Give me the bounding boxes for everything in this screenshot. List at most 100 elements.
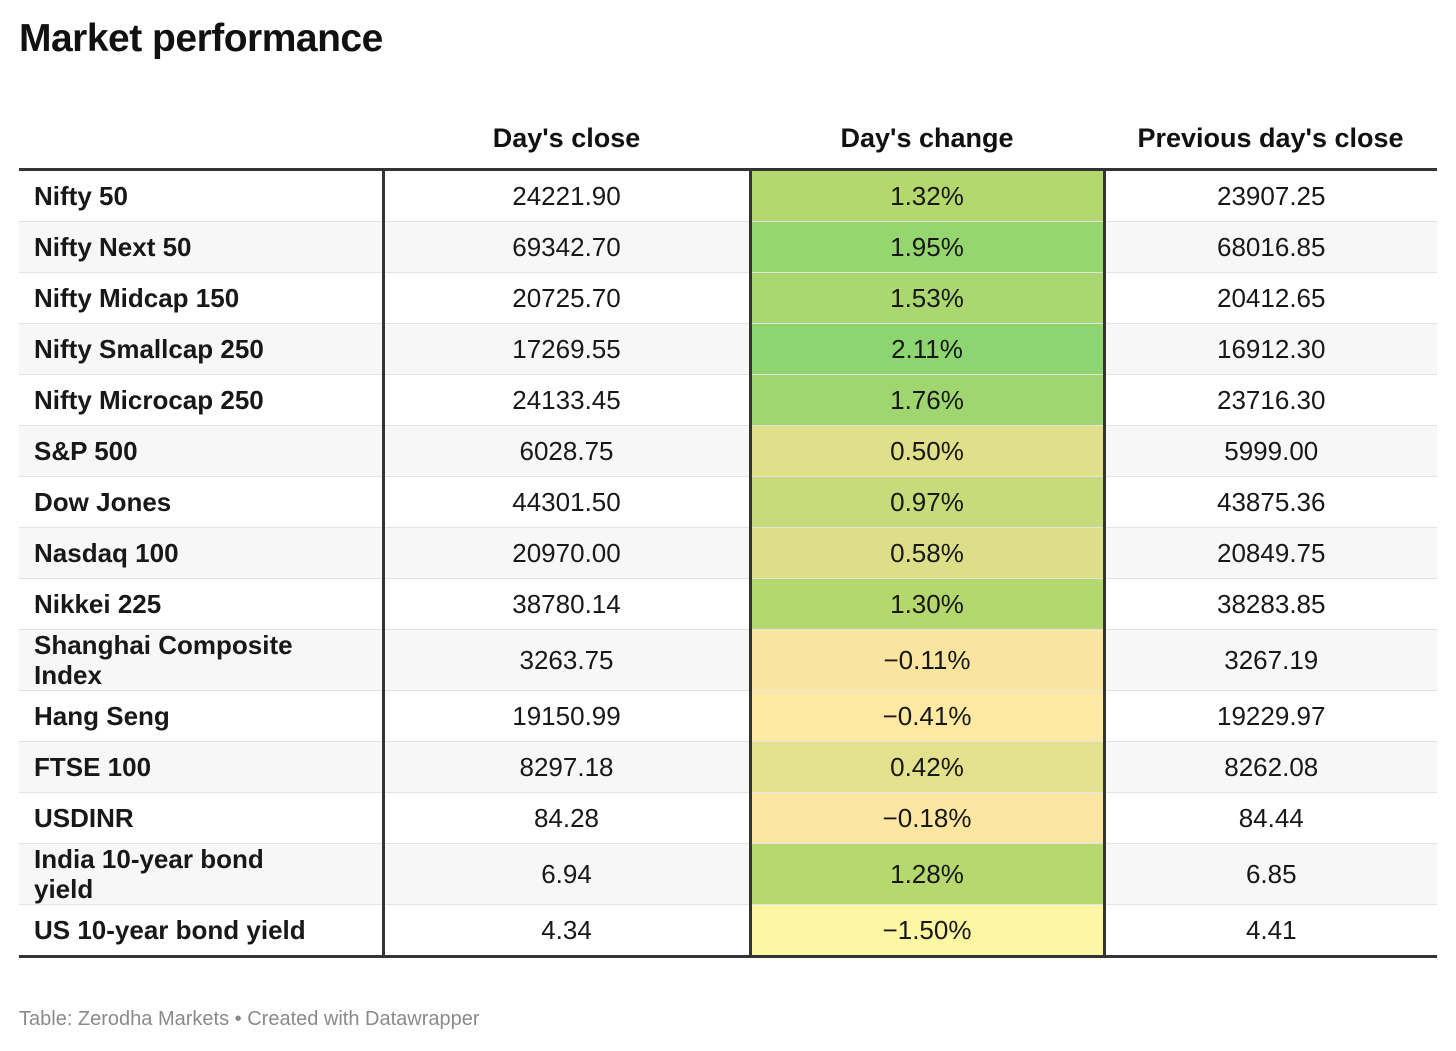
row-name-cell: US 10-year bond yield (19, 904, 385, 958)
row-days-close: 4.34 (541, 914, 592, 945)
row-name: Nifty Smallcap 250 (34, 334, 264, 364)
row-days-close-cell: 20970.00 (383, 527, 752, 579)
table-row: Nifty Microcap 250 24133.45 1.76% 23716.30 (19, 374, 1437, 426)
row-days-change-cell: −0.11% (750, 629, 1106, 691)
header-name[interactable] (19, 108, 383, 171)
row-previous-close: 4.41 (1245, 914, 1297, 945)
row-days-change: −1.50% (882, 914, 972, 945)
row-days-change: 1.32% (890, 180, 964, 211)
row-days-close-cell: 38780.14 (383, 578, 752, 630)
row-previous-close-cell: 43875.36 (1104, 476, 1437, 528)
table-row: India 10-year bond yield 6.94 1.28% 6.85 (19, 843, 1437, 905)
row-name: FTSE 100 (34, 752, 152, 782)
row-name-cell: S&P 500 (19, 425, 385, 477)
row-days-change: 1.53% (890, 282, 964, 313)
row-days-close: 17269.55 (512, 333, 621, 364)
header-previous-close[interactable]: Previous day's close (1104, 108, 1437, 171)
row-days-change-cell: −0.41% (750, 690, 1106, 742)
row-name: S&P 500 (34, 436, 138, 466)
row-days-change-cell: 1.53% (750, 272, 1106, 324)
row-days-close: 19150.99 (512, 700, 621, 731)
table-body: Nifty 50 24221.90 1.32% 23907.25 Nifty Next … (19, 169, 1437, 958)
row-days-change-cell: 0.58% (750, 527, 1106, 579)
table-row: US 10-year bond yield 4.34 −1.50% 4.41 (19, 904, 1437, 958)
row-previous-close-cell: 5999.00 (1104, 425, 1437, 477)
source-footer: Table: Zerodha Markets • Created with Da… (19, 1008, 480, 1030)
market-performance-table: Day's close Day's change Previous day's … (19, 108, 1437, 958)
row-previous-close-cell: 23716.30 (1104, 374, 1437, 426)
header-days-change[interactable]: Day's change (750, 108, 1104, 171)
table-row: Hang Seng 19150.99 −0.41% 19229.97 (19, 690, 1437, 742)
header-days-close[interactable]: Day's close (383, 108, 750, 171)
row-name-cell: USDINR (19, 792, 385, 844)
row-days-close: 3263.75 (519, 644, 614, 675)
chart-title: Market performance (19, 17, 383, 60)
table-row: FTSE 100 8297.18 0.42% 8262.08 (19, 741, 1437, 793)
row-previous-close: 23907.25 (1217, 180, 1326, 211)
table-row: Nifty Next 50 69342.70 1.95% 68016.85 (19, 221, 1437, 273)
row-name-cell: Nikkei 225 (19, 578, 385, 630)
row-days-change: 1.76% (890, 384, 964, 415)
row-days-close-cell: 69342.70 (383, 221, 752, 273)
row-days-change: 0.50% (890, 435, 964, 466)
row-previous-close: 3267.19 (1224, 644, 1319, 675)
row-days-close-cell: 4.34 (383, 904, 752, 958)
row-name: Nifty Next 50 (34, 232, 192, 262)
row-name: Nikkei 225 (34, 589, 162, 619)
table-row: S&P 500 6028.75 0.50% 5999.00 (19, 425, 1437, 477)
row-previous-close-cell: 38283.85 (1104, 578, 1437, 630)
row-previous-close-cell: 16912.30 (1104, 323, 1437, 375)
row-days-change-cell: 1.28% (750, 843, 1106, 905)
row-previous-close: 8262.08 (1224, 751, 1319, 782)
row-name-cell: Shanghai Composite Index (19, 629, 385, 691)
row-previous-close: 20849.75 (1217, 537, 1326, 568)
row-name-cell: Nifty 50 (19, 169, 385, 222)
row-days-change-cell: 0.50% (750, 425, 1106, 477)
row-days-close: 38780.14 (512, 588, 621, 619)
row-days-close: 84.28 (533, 802, 600, 833)
row-days-change: −0.18% (882, 802, 972, 833)
row-name-cell: India 10-year bond yield (19, 843, 385, 905)
row-name-cell: Nifty Midcap 150 (19, 272, 385, 324)
row-days-close-cell: 24221.90 (383, 169, 752, 222)
row-days-change: −0.41% (882, 700, 972, 731)
row-name-cell: FTSE 100 (19, 741, 385, 793)
row-name-cell: Nifty Microcap 250 (19, 374, 385, 426)
row-days-close-cell: 6028.75 (383, 425, 752, 477)
table-row: Nifty 50 24221.90 1.32% 23907.25 (19, 169, 1437, 222)
row-name-cell: Nifty Smallcap 250 (19, 323, 385, 375)
row-days-close: 20725.70 (512, 282, 621, 313)
row-name: Shanghai Composite Index (34, 630, 293, 690)
row-name: India 10-year bond yield (34, 844, 264, 904)
row-days-close: 44301.50 (512, 486, 621, 517)
row-name: Nifty Microcap 250 (34, 385, 264, 415)
row-days-close-cell: 20725.70 (383, 272, 752, 324)
market-table-container: Day's close Day's change Previous day's … (19, 108, 1437, 958)
row-name: Nifty Midcap 150 (34, 283, 240, 313)
table-row: USDINR 84.28 −0.18% 84.44 (19, 792, 1437, 844)
row-previous-close: 6.85 (1245, 858, 1297, 889)
row-name: USDINR (34, 803, 134, 833)
row-days-change: 0.58% (890, 537, 964, 568)
row-previous-close-cell: 84.44 (1104, 792, 1437, 844)
row-previous-close-cell: 6.85 (1104, 843, 1437, 905)
table-row: Shanghai Composite Index 3263.75 −0.11% 326… (19, 629, 1437, 691)
row-previous-close-cell: 19229.97 (1104, 690, 1437, 742)
table-row: Dow Jones 44301.50 0.97% 43875.36 (19, 476, 1437, 528)
row-days-change-cell: 2.11% (750, 323, 1106, 375)
row-days-change-cell: 1.95% (750, 221, 1106, 273)
table-header-row: Day's close Day's change Previous day's … (19, 108, 1437, 171)
row-days-close: 24221.90 (512, 180, 621, 211)
row-previous-close: 43875.36 (1217, 486, 1326, 517)
row-days-close-cell: 6.94 (383, 843, 752, 905)
row-days-change: 1.28% (890, 858, 964, 889)
row-previous-close: 16912.30 (1217, 333, 1326, 364)
row-days-close: 24133.45 (512, 384, 621, 415)
table-row: Nifty Midcap 150 20725.70 1.53% 20412.65 (19, 272, 1437, 324)
row-days-change-cell: 1.32% (750, 169, 1106, 222)
row-previous-close-cell: 20849.75 (1104, 527, 1437, 579)
row-name-cell: Nasdaq 100 (19, 527, 385, 579)
row-previous-close: 23716.30 (1217, 384, 1326, 415)
row-previous-close: 84.44 (1238, 802, 1304, 833)
row-days-close-cell: 24133.45 (383, 374, 752, 426)
